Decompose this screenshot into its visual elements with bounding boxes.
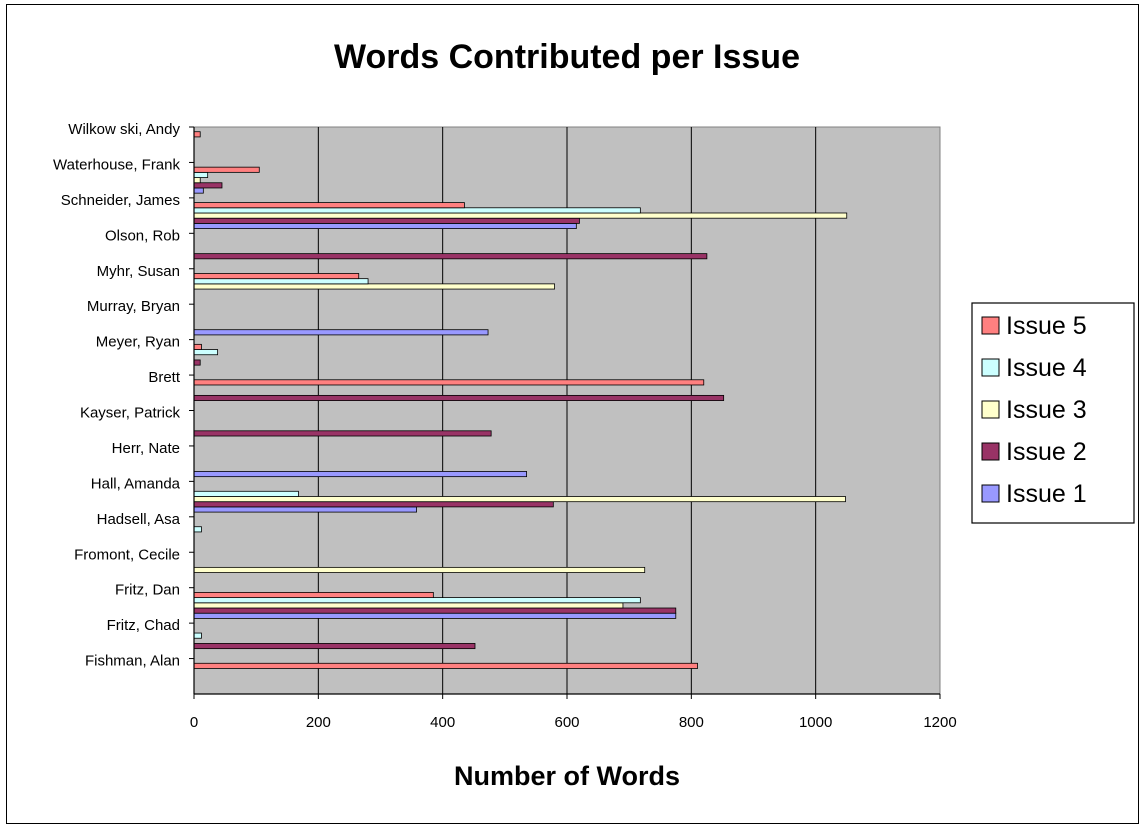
bar-issue-1	[193, 187, 204, 194]
category-label: Kayser, Patrick	[80, 405, 181, 422]
bar-issue-2	[193, 643, 476, 650]
bar-issue-4	[193, 207, 641, 214]
bar-issue-1	[193, 222, 577, 229]
bar-issue-1	[193, 329, 489, 336]
category-label: Myhr, Susan	[97, 263, 180, 280]
bar-issue-3	[193, 283, 555, 290]
x-tick-label: 800	[679, 714, 704, 731]
category-label: Hadsell, Asa	[97, 511, 181, 528]
category-label: Herr, Nate	[112, 440, 180, 457]
x-tick-label: 400	[430, 714, 455, 731]
bar-issue-2	[193, 182, 223, 189]
category-label: Waterhouse, Frank	[53, 156, 180, 173]
legend-label: Issue 5	[1006, 312, 1087, 340]
legend: Issue 5 Issue 4 Issue 3 Issue 2 Issue 1	[971, 302, 1135, 524]
legend-swatch	[981, 316, 1000, 335]
bar-issue-1	[193, 506, 417, 513]
x-axis-title: Number of Words	[454, 761, 680, 791]
bar-issue-5	[193, 166, 260, 173]
legend-label: Issue 2	[1006, 438, 1087, 466]
bar-issue-3	[193, 566, 646, 573]
bar-issue-2	[193, 430, 492, 437]
legend-items: Issue 5 Issue 4 Issue 3 Issue 2 Issue 1	[981, 312, 1087, 508]
x-tick-label: 1000	[799, 714, 832, 731]
category-label: Fritz, Chad	[107, 617, 180, 634]
legend-swatch	[981, 358, 1000, 377]
bar-issue-5	[193, 592, 434, 599]
bar-issue-2	[193, 253, 708, 260]
bar-issue-4	[193, 597, 641, 604]
bar-issue-5	[193, 343, 202, 350]
category-label: Fishman, Alan	[85, 653, 180, 670]
bar-issue-1	[193, 612, 677, 619]
bar-issue-3	[193, 496, 846, 503]
bar-issue-2	[193, 359, 201, 366]
bar-issue-5	[193, 273, 360, 280]
bar-issue-3	[193, 177, 201, 184]
bar-issue-5	[193, 131, 201, 138]
bar-issue-4	[193, 490, 299, 497]
bars	[193, 131, 848, 669]
bar-issue-4	[193, 171, 209, 178]
bar-issue-5	[193, 202, 465, 209]
x-tick-label: 0	[190, 714, 198, 731]
bar-issue-4	[193, 632, 202, 639]
category-label: Wilkow ski, Andy	[68, 121, 180, 138]
chart-title: Words Contributed per Issue	[334, 38, 800, 76]
legend-label: Issue 3	[1006, 396, 1087, 424]
category-label: Schneider, James	[61, 192, 180, 209]
bar-issue-5	[193, 379, 705, 386]
category-label: Fritz, Dan	[115, 582, 180, 599]
x-tick-label: 600	[554, 714, 579, 731]
legend-swatch	[981, 400, 1000, 419]
category-label: Brett	[148, 369, 181, 386]
category-labels: Fishman, Alan Fritz, Chad Fritz, Dan Fromon…	[53, 121, 181, 670]
x-tick-labels: 0 200 400 600 800 1000 1200	[190, 714, 957, 731]
bar-issue-3	[193, 602, 624, 609]
category-label: Hall, Amanda	[91, 475, 181, 492]
category-label: Fromont, Cecile	[74, 546, 180, 563]
bar-issue-4	[193, 278, 369, 285]
bar-issue-2	[193, 394, 725, 401]
legend-label: Issue 4	[1006, 354, 1087, 382]
bar-issue-4	[193, 349, 219, 356]
category-label: Meyer, Ryan	[96, 334, 180, 351]
legend-label: Issue 1	[1006, 480, 1087, 508]
x-tick-label: 1200	[923, 714, 956, 731]
bar-issue-3	[193, 212, 848, 219]
category-label: Murray, Bryan	[87, 298, 180, 315]
axes	[189, 126, 941, 699]
bar-issue-5	[193, 662, 698, 669]
bar-issue-4	[193, 526, 202, 533]
legend-swatch	[981, 442, 1000, 461]
legend-swatch	[981, 484, 1000, 503]
x-tick-label: 200	[306, 714, 331, 731]
bar-issue-1	[193, 471, 527, 478]
bar-issue-2	[193, 501, 554, 508]
bar-issue-2	[193, 607, 677, 614]
bar-issue-2	[193, 217, 580, 224]
category-label: Olson, Rob	[105, 227, 180, 244]
